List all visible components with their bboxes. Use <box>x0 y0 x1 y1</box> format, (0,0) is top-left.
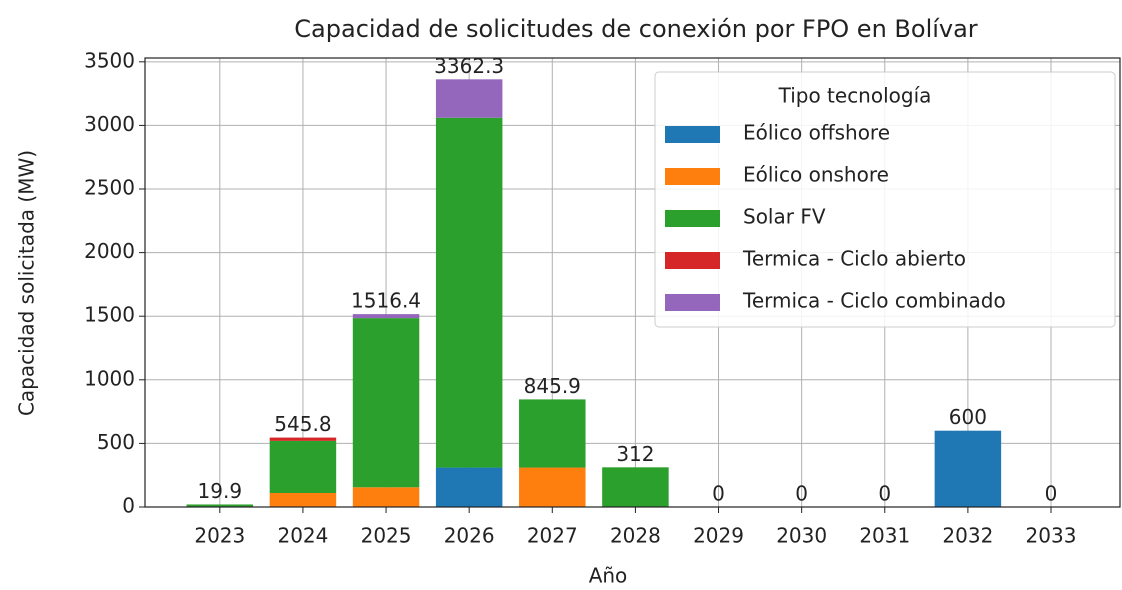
y-tick-label: 500 <box>97 430 135 454</box>
bar-segment <box>435 79 503 118</box>
total-label: 0 <box>878 482 891 506</box>
bar-segment <box>602 467 669 507</box>
bar-segment <box>269 437 337 441</box>
x-tick-label: 2031 <box>859 524 910 548</box>
bar-segment <box>352 314 420 319</box>
legend-box <box>654 71 1116 328</box>
total-label: 600 <box>949 405 987 429</box>
bar-segment <box>186 504 254 507</box>
total-label: 0 <box>712 482 725 506</box>
x-axis-label: Año <box>589 564 628 588</box>
total-label: 0 <box>1045 482 1058 506</box>
total-label: 19.9 <box>198 479 243 503</box>
total-label: 312 <box>616 442 654 466</box>
x-tick-label: 2023 <box>194 524 245 548</box>
y-tick-label: 0 <box>122 494 135 518</box>
x-tick-label: 2027 <box>527 524 578 548</box>
bar-segment <box>269 440 337 494</box>
legend-swatch <box>665 294 720 311</box>
bar-segment <box>435 467 503 507</box>
y-tick-label: 3500 <box>84 48 135 72</box>
y-tick-label: 1000 <box>84 366 135 390</box>
x-tick-label: 2032 <box>942 524 993 548</box>
x-tick-label: 2033 <box>1026 524 1077 548</box>
bar-segment <box>519 399 586 468</box>
legend-label: Eólico onshore <box>743 163 889 187</box>
x-tick-label: 2029 <box>693 524 744 548</box>
bar-segment <box>435 117 503 468</box>
total-label: 1516.4 <box>351 289 421 313</box>
y-tick-label: 3000 <box>84 112 135 136</box>
legend-title: Tipo tecnología <box>778 84 932 108</box>
x-tick-label: 2030 <box>776 524 827 548</box>
bar-segment <box>352 318 420 488</box>
total-label: 845.9 <box>524 374 581 398</box>
y-axis-label: Capacidad solicitada (MW) <box>15 150 39 416</box>
x-tick-label: 2025 <box>361 524 412 548</box>
plot-frame <box>144 57 1121 508</box>
legend-label: Termica - Ciclo abierto <box>742 247 966 271</box>
bar-segment <box>934 430 1002 507</box>
legend-label: Solar FV <box>743 205 826 229</box>
legend-swatch <box>665 126 720 143</box>
legend-swatch <box>665 210 720 227</box>
legend-swatch <box>665 252 720 269</box>
bar-segment <box>519 467 586 507</box>
total-label: 0 <box>795 482 808 506</box>
legend-swatch <box>665 168 720 185</box>
y-tick-label: 2000 <box>84 239 135 263</box>
y-tick-label: 1500 <box>84 303 135 327</box>
total-label: 545.8 <box>274 412 331 436</box>
x-tick-label: 2024 <box>277 524 328 548</box>
bar-segment <box>352 487 420 507</box>
legend-label: Termica - Ciclo combinado <box>742 289 1006 313</box>
bar-segment <box>269 493 337 507</box>
x-tick-label: 2028 <box>610 524 661 548</box>
chart-title: Capacidad de solicitudes de conexión por… <box>294 15 978 43</box>
y-tick-label: 2500 <box>84 176 135 200</box>
legend-label: Eólico offshore <box>743 121 890 145</box>
x-tick-label: 2026 <box>444 524 495 548</box>
